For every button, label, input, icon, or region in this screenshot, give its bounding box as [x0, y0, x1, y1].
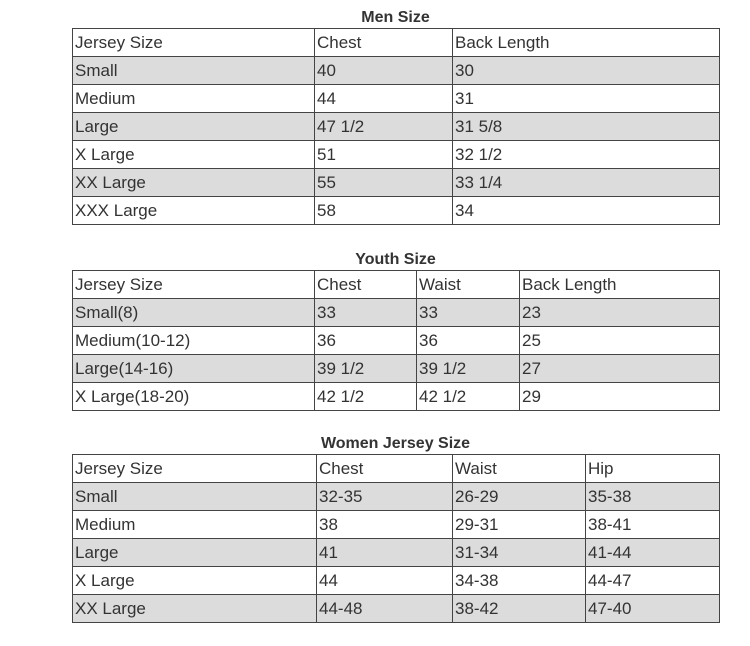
table-cell: X Large: [72, 566, 317, 595]
table-cell: 40: [314, 56, 453, 85]
table-title: Men Size: [361, 9, 430, 26]
table-cell: XX Large: [72, 168, 315, 197]
table-cell: 29-31: [452, 510, 586, 539]
table-cell: 32 1/2: [452, 140, 720, 169]
table-cell: 33 1/4: [452, 168, 720, 197]
table-cell: 38-41: [585, 510, 720, 539]
table-cell: Small: [72, 482, 317, 511]
table-row: XXX Large 58 34: [72, 196, 720, 225]
table-cell: 44-47: [585, 566, 720, 595]
header-cell: Hip: [585, 454, 720, 483]
table-cell: 29: [519, 382, 720, 411]
table-cell: X Large(18-20): [72, 382, 315, 411]
table-cell: 26-29: [452, 482, 586, 511]
table-cell: XXX Large: [72, 196, 315, 225]
table-row: Large(14-16) 39 1/2 39 1/2 27: [72, 354, 720, 383]
header-row: Jersey Size Chest Waist Back Length: [72, 270, 720, 299]
header-cell: Chest: [314, 28, 453, 57]
header-cell: Chest: [316, 454, 453, 483]
table-cell: Small: [72, 56, 315, 85]
table-row: X Large 51 32 1/2: [72, 140, 720, 169]
table-cell: 39 1/2: [314, 354, 417, 383]
table-cell: 44-48: [316, 594, 453, 623]
table-cell: 25: [519, 326, 720, 355]
table-cell: Medium(10-12): [72, 326, 315, 355]
header-cell: Jersey Size: [72, 454, 317, 483]
table-cell: Large: [72, 112, 315, 141]
table-row: X Large(18-20) 42 1/2 42 1/2 29: [72, 382, 720, 411]
table-cell: X Large: [72, 140, 315, 169]
table-cell: 51: [314, 140, 453, 169]
table-row: Large 47 1/2 31 5/8: [72, 112, 720, 141]
table-cell: XX Large: [72, 594, 317, 623]
table-cell: 31-34: [452, 538, 586, 567]
header-row: Jersey Size Chest Back Length: [72, 28, 720, 57]
table-cell: 34: [452, 196, 720, 225]
table-cell: 44: [314, 84, 453, 113]
header-cell: Back Length: [452, 28, 720, 57]
table-cell: 41-44: [585, 538, 720, 567]
table-cell: 39 1/2: [416, 354, 520, 383]
table-cell: 30: [452, 56, 720, 85]
table-row: X Large 44 34-38 44-47: [72, 566, 720, 595]
table-row: Medium 44 31: [72, 84, 720, 113]
header-cell: Back Length: [519, 270, 720, 299]
size-section: Men Size Jersey Size Chest Back Length Small…: [72, 8, 720, 225]
table-cell: Small(8): [72, 298, 315, 327]
table-title: Youth Size: [355, 251, 436, 268]
table-cell: 33: [314, 298, 417, 327]
table-cell: 47-40: [585, 594, 720, 623]
header-cell: Waist: [416, 270, 520, 299]
header-cell: Waist: [452, 454, 586, 483]
size-section: Women Jersey Size Jersey Size Chest Waist Hi…: [72, 434, 720, 623]
table-cell: 36: [416, 326, 520, 355]
header-row: Jersey Size Chest Waist Hip: [72, 454, 720, 483]
size-table: Jersey Size Chest Waist Back Length Small(8)…: [72, 270, 720, 411]
table-row: XX Large 44-48 38-42 47-40: [72, 594, 720, 623]
table-row: Medium 38 29-31 38-41: [72, 510, 720, 539]
table-cell: Medium: [72, 84, 315, 113]
table-cell: 23: [519, 298, 720, 327]
table-cell: Large: [72, 538, 317, 567]
table-cell: 31: [452, 84, 720, 113]
table-row: Large 41 31-34 41-44: [72, 538, 720, 567]
table-row: XX Large 55 33 1/4: [72, 168, 720, 197]
table-row: Medium(10-12) 36 36 25: [72, 326, 720, 355]
size-table: Jersey Size Chest Waist Hip Small 32-35 26-29 3…: [72, 454, 720, 623]
table-row: Small 32-35 26-29 35-38: [72, 482, 720, 511]
table-cell: 55: [314, 168, 453, 197]
table-cell: 47 1/2: [314, 112, 453, 141]
table-cell: 33: [416, 298, 520, 327]
table-cell: 31 5/8: [452, 112, 720, 141]
table-cell: 32-35: [316, 482, 453, 511]
table-cell: 41: [316, 538, 453, 567]
table-cell: 44: [316, 566, 453, 595]
header-cell: Jersey Size: [72, 28, 315, 57]
table-title: Women Jersey Size: [320, 435, 471, 452]
table-cell: 38: [316, 510, 453, 539]
table-cell: 58: [314, 196, 453, 225]
table-row: Small(8) 33 33 23: [72, 298, 720, 327]
table-cell: Medium: [72, 510, 317, 539]
header-cell: Jersey Size: [72, 270, 315, 299]
table-cell: 27: [519, 354, 720, 383]
table-cell: 38-42: [452, 594, 586, 623]
table-cell: Large(14-16): [72, 354, 315, 383]
size-section: Youth Size Jersey Size Chest Waist Back Leng…: [72, 250, 720, 411]
header-cell: Chest: [314, 270, 417, 299]
table-cell: 34-38: [452, 566, 586, 595]
table-cell: 42 1/2: [416, 382, 520, 411]
table-row: Small 40 30: [72, 56, 720, 85]
table-cell: 35-38: [585, 482, 720, 511]
table-cell: 36: [314, 326, 417, 355]
size-table: Jersey Size Chest Back Length Small 40 30 Medi…: [72, 28, 720, 225]
table-cell: 42 1/2: [314, 382, 417, 411]
